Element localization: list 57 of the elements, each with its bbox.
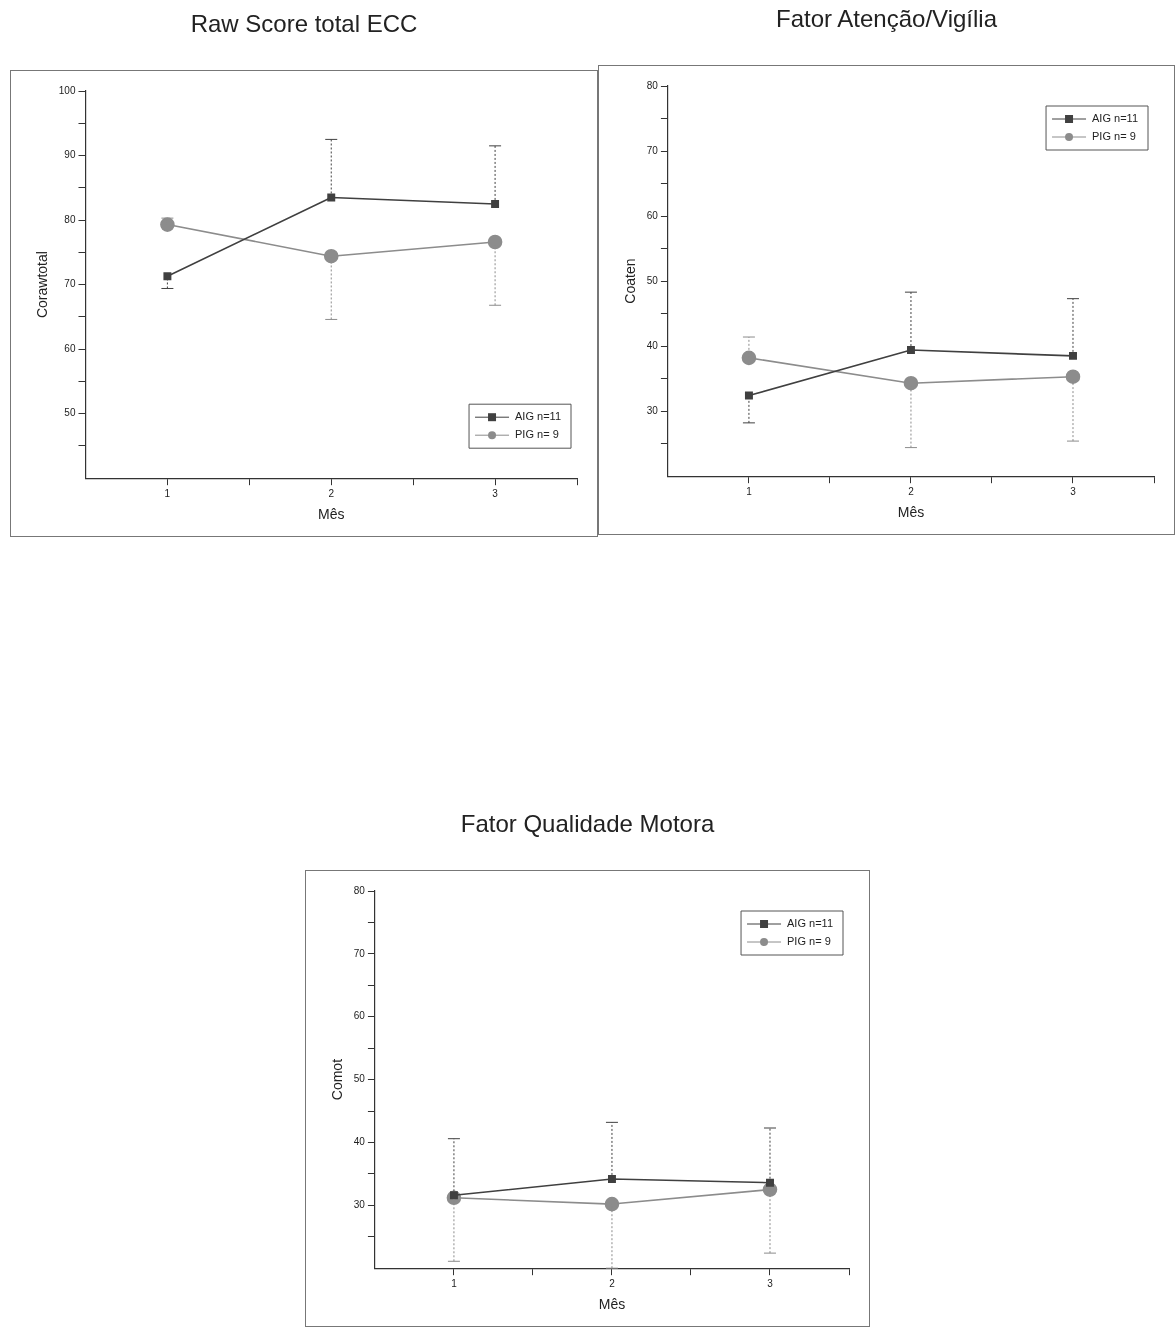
- legend-label: PIG n= 9: [1092, 130, 1136, 143]
- point: [604, 1196, 620, 1212]
- y-tick-label: 100: [58, 84, 76, 96]
- y-tick-label: 40: [646, 339, 659, 351]
- point: [906, 346, 915, 355]
- point: [327, 193, 336, 202]
- x-axis-title: Mês: [598, 1296, 626, 1313]
- x-tick-label: 1: [746, 485, 753, 497]
- x-tick-label: 1: [451, 1277, 458, 1289]
- chart-title: Raw Score total ECC: [189, 10, 419, 38]
- legend-label: PIG n= 9: [515, 428, 559, 441]
- point: [487, 234, 503, 250]
- y-tick-label: 50: [64, 407, 76, 419]
- x-tick-label: 2: [328, 487, 335, 499]
- y-tick-label: 70: [64, 278, 76, 290]
- x-tick-label: 3: [767, 1277, 774, 1289]
- chart-title: Fator Atenção/Vigília: [775, 5, 998, 33]
- y-tick-label: 60: [646, 209, 659, 221]
- y-tick-label: 30: [353, 1199, 366, 1211]
- x-tick-label: 2: [609, 1277, 616, 1289]
- x-tick-label: 2: [908, 485, 915, 497]
- y-tick-label: 90: [64, 149, 76, 161]
- point: [163, 272, 172, 281]
- point: [903, 375, 919, 391]
- legend-label: PIG n= 9: [787, 935, 831, 948]
- point: [741, 350, 757, 366]
- point: [1065, 369, 1081, 384]
- y-tick-label: 80: [353, 884, 366, 896]
- point: [744, 391, 753, 400]
- x-tick-label: 3: [492, 487, 499, 499]
- y-tick-label: 60: [353, 1010, 366, 1022]
- x-tick-label: 3: [1070, 485, 1077, 497]
- legend-label: AIG n=11: [1092, 112, 1138, 125]
- chart-title: Fator Qualidade Motora: [459, 810, 716, 838]
- x-axis-title: Mês: [318, 506, 345, 523]
- y-tick-label: 60: [64, 342, 76, 354]
- legend-label: AIG n=11: [787, 917, 833, 930]
- y-tick-label: 80: [646, 79, 659, 91]
- x-tick-label: 1: [164, 487, 171, 499]
- y-tick-label: 30: [646, 404, 659, 416]
- y-tick-label: 70: [646, 144, 659, 156]
- legend-label: AIG n=11: [515, 410, 561, 423]
- point: [160, 217, 175, 232]
- y-axis-title: Comot: [329, 1058, 346, 1101]
- point: [766, 1178, 774, 1187]
- y-tick-label: 40: [353, 1136, 366, 1148]
- y-axis-title: Corawtotal: [34, 251, 51, 319]
- point: [607, 1174, 616, 1183]
- point: [323, 248, 339, 264]
- y-tick-label: 50: [353, 1073, 366, 1085]
- point: [491, 199, 500, 208]
- x-axis-title: Mês: [897, 504, 925, 521]
- y-tick-label: 80: [64, 213, 76, 225]
- y-tick-label: 70: [353, 947, 366, 959]
- y-tick-label: 50: [646, 274, 659, 286]
- point: [1069, 351, 1077, 360]
- y-axis-title: Coaten: [622, 258, 639, 304]
